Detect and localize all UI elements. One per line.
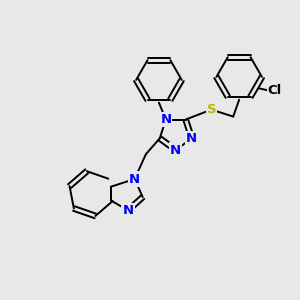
Text: S: S	[207, 103, 216, 116]
Text: N: N	[122, 204, 134, 217]
Text: Cl: Cl	[268, 84, 282, 97]
Text: N: N	[129, 172, 140, 185]
Text: N: N	[186, 132, 197, 145]
Text: N: N	[160, 113, 171, 126]
Text: N: N	[170, 143, 181, 157]
